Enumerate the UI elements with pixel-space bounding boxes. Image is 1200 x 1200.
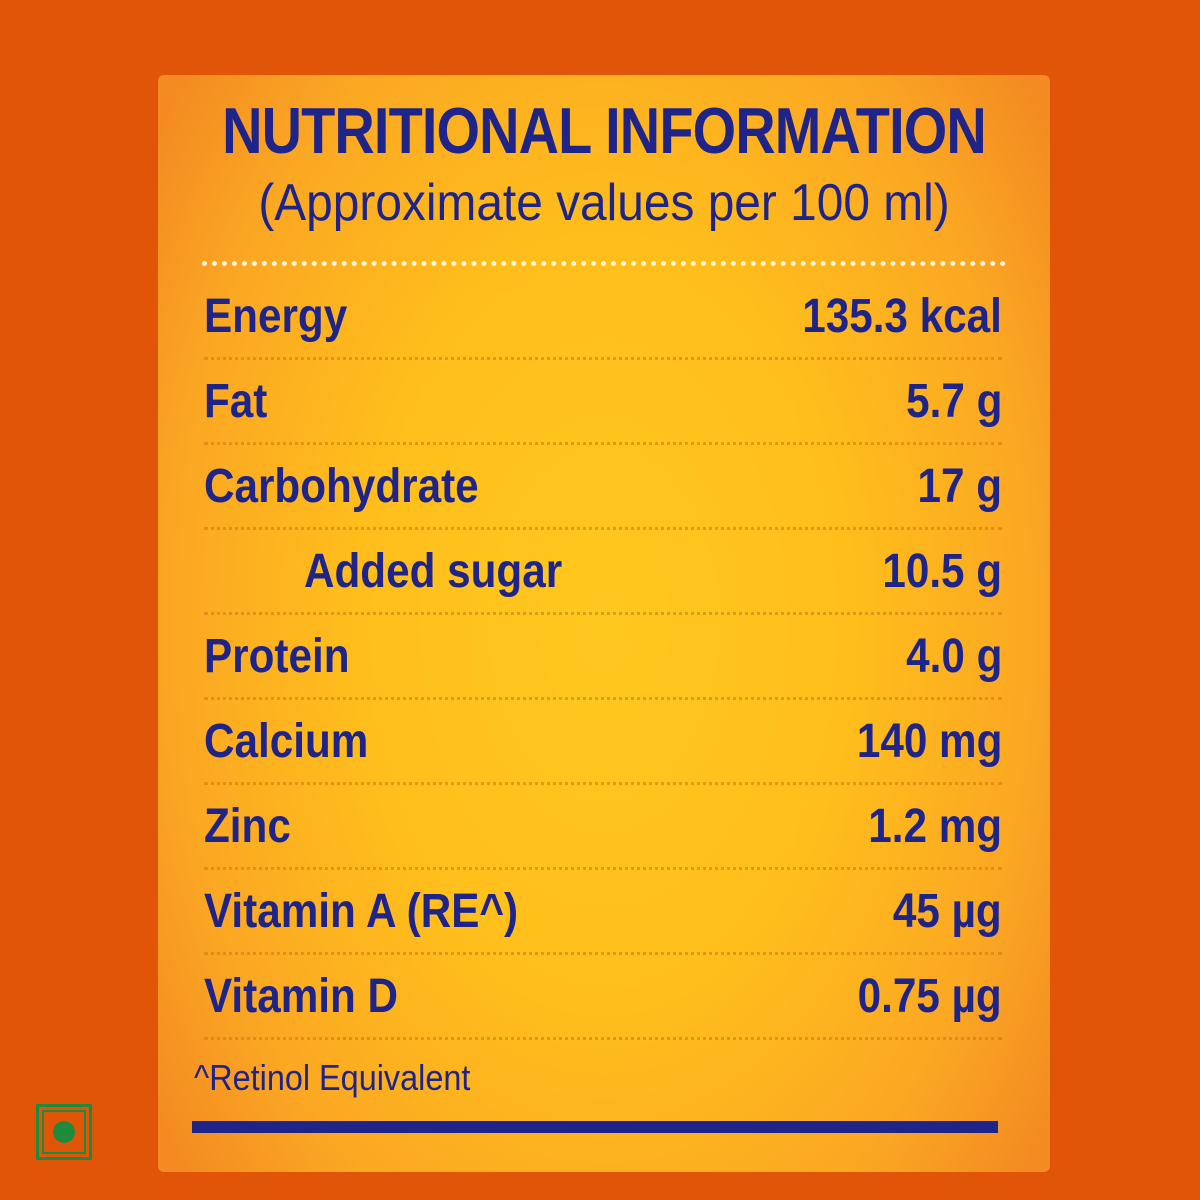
nutrient-name: Vitamin D <box>204 969 399 1023</box>
nutrient-row-fat: Fat 5.7 g <box>204 360 1002 445</box>
nutrient-value: 0.75 µg <box>857 969 1002 1023</box>
vegetarian-mark-border <box>42 1110 86 1154</box>
nutrient-value: 1.2 mg <box>868 799 1002 853</box>
footnote: ^Retinol Equivalent <box>194 1057 471 1098</box>
bottom-rule <box>192 1121 998 1133</box>
nutrient-table: Energy 135.3 kcal Fat 5.7 g Carbohydrate… <box>204 275 1002 1040</box>
nutrient-row-carbohydrate: Carbohydrate 17 g <box>204 445 1002 530</box>
nutrient-value: 10.5 g <box>882 544 1002 598</box>
nutrient-value: 5.7 g <box>905 374 1002 428</box>
nutrient-row-protein: Protein 4.0 g <box>204 615 1002 700</box>
nutrient-name: Vitamin A (RE^) <box>204 884 519 938</box>
nutrient-name: Carbohydrate <box>204 459 479 513</box>
nutrient-name: Added sugar <box>304 544 563 598</box>
nutrient-row-vitamin-a: Vitamin A (RE^) 45 µg <box>204 870 1002 955</box>
nutrient-value: 140 mg <box>856 714 1002 768</box>
nutrient-name: Fat <box>204 374 268 428</box>
nutrient-name: Calcium <box>204 714 369 768</box>
nutrient-value: 45 µg <box>893 884 1002 938</box>
nutrient-row-vitamin-d: Vitamin D 0.75 µg <box>204 955 1002 1040</box>
nutrient-name: Energy <box>204 289 348 343</box>
vegetarian-mark-icon <box>36 1104 92 1160</box>
nutrient-name: Protein <box>204 629 350 683</box>
nutrient-row-zinc: Zinc 1.2 mg <box>204 785 1002 870</box>
vegetarian-mark-dot <box>53 1121 75 1143</box>
nutrient-value: 17 g <box>917 459 1002 513</box>
nutrient-row-energy: Energy 135.3 kcal <box>204 275 1002 360</box>
dotted-divider <box>202 261 1006 266</box>
nutrient-value: 4.0 g <box>905 629 1002 683</box>
nutrient-name: Zinc <box>204 799 291 853</box>
nutrition-panel: NUTRITIONAL INFORMATION (Approximate val… <box>158 75 1050 1172</box>
nutrient-row-calcium: Calcium 140 mg <box>204 700 1002 785</box>
panel-title: NUTRITIONAL INFORMATION <box>222 94 987 167</box>
nutrient-value: 135.3 kcal <box>802 289 1002 343</box>
panel-subtitle: (Approximate values per 100 ml) <box>258 174 950 232</box>
nutrient-row-added-sugar: Added sugar 10.5 g <box>204 530 1002 615</box>
